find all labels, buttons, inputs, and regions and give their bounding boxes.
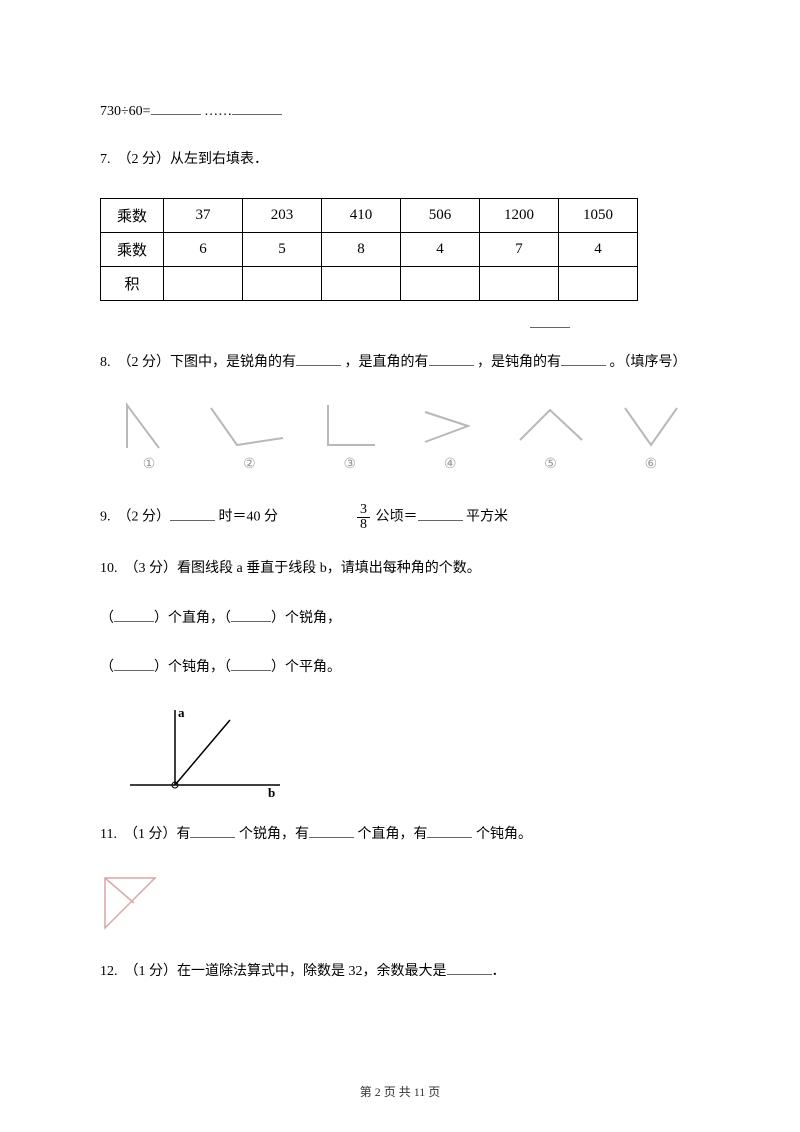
angle-1: ① [104,400,194,473]
q9-blank1[interactable] [170,506,215,521]
txt: ）个锐角， [271,611,341,626]
cell-blank[interactable] [480,266,559,300]
cell-blank[interactable] [243,266,322,300]
angles-row: ① ② ③ ④ ⑤ ⑥ [100,400,700,473]
q9-a2: 时＝40 分 [219,510,279,525]
cell-blank[interactable] [164,266,243,300]
triangle-diagram [100,873,700,938]
angle-label: ② [204,456,294,473]
cell: 506 [401,198,480,232]
txt: ）个钝角，（ [154,660,231,675]
cell-row1-label: 乘数 [101,198,164,232]
q11-blank3[interactable] [427,823,472,838]
q8-line: 8. （2 分）下图中，是锐角的有 ，是直角的有 ，是钝角的有 。（填序号） [100,351,700,374]
perp-diagram: a b [120,705,700,805]
q8-t3: ，是钝角的有 [477,355,561,370]
q9-b1: 公顷＝ [376,510,418,525]
cell: 410 [322,198,401,232]
txt: 个锐角，有 [239,827,309,842]
q10-blank1[interactable] [114,607,154,622]
cell: 4 [401,232,480,266]
cell-blank[interactable] [322,266,401,300]
q8-t4: 。（填序号） [610,355,687,370]
cell: 37 [164,198,243,232]
angle-label: ⑤ [506,456,596,473]
q11-line: 11. （1 分）有 个锐角，有 个直角，有 个钝角。 [100,823,700,846]
cell: 1200 [480,198,559,232]
q7-table: 乘数 37 203 410 506 1200 1050 乘数 6 5 8 4 7… [100,198,638,301]
angle-label: ⑥ [606,456,696,473]
q8-blank3[interactable] [561,351,606,366]
q9-a1: 9. （2 分） [100,510,170,525]
angle-4: ④ [405,400,495,473]
q10-line1: （ ）个直角，（ ）个锐角， [100,607,700,630]
angle-3: ③ [305,400,395,473]
txt: （ [100,660,114,675]
angle-5: ⑤ [506,400,596,473]
txt: ）个直角，（ [154,611,231,626]
q10-blank4[interactable] [231,656,271,671]
q12-blank[interactable] [447,960,492,975]
table-row: 积 [101,266,638,300]
angle-label: ③ [305,456,395,473]
table-row: 乘数 37 203 410 506 1200 1050 [101,198,638,232]
cell-row2-label: 乘数 [101,232,164,266]
angle-label: ① [104,456,194,473]
angle-label: ④ [405,456,495,473]
q12-line: 12. （1 分）在一道除法算式中，除数是 32，余数最大是 ． [100,960,700,983]
q11-blank2[interactable] [309,823,354,838]
q10-blank3[interactable] [114,656,154,671]
txt: 个钝角。 [476,827,532,842]
cell: 1050 [559,198,638,232]
q8-blank1[interactable] [296,351,341,366]
cell: 6 [164,232,243,266]
q9-b2: 平方米 [466,510,508,525]
cell: 4 [559,232,638,266]
label-a: a [178,705,185,720]
txt: 个直角，有 [357,827,427,842]
fraction-icon: 38 [357,503,370,532]
cell-row3-label: 积 [101,266,164,300]
q10-line2: （ ）个钝角，（ ）个平角。 [100,656,700,679]
table-row: 乘数 6 5 8 4 7 4 [101,232,638,266]
q6-expr: 730÷60= [100,104,151,119]
txt: 11. （1 分）有 [100,827,190,842]
txt: 12. （1 分）在一道除法算式中，除数是 32，余数最大是 [100,964,447,979]
cell-blank[interactable] [401,266,480,300]
q7-prompt: 7. （2 分）从左到右填表． [100,149,700,171]
q8-t1: 8. （2 分）下图中，是锐角的有 [100,355,296,370]
angle-6: ⑥ [606,400,696,473]
q10-prompt: 10. （3 分）看图线段 a 垂直于线段 b，请填出每种角的个数。 [100,558,700,580]
txt: ． [492,964,506,979]
page-footer: 第 2 页 共 11 页 [0,1083,800,1100]
q10-blank2[interactable] [231,607,271,622]
q11-blank1[interactable] [190,823,235,838]
angle-2: ② [204,400,294,473]
q8-t2: ，是直角的有 [345,355,429,370]
cell-blank[interactable] [559,266,638,300]
q6-dots: …… [204,104,232,119]
page-content: 730÷60= …… 7. （2 分）从左到右填表． 乘数 37 203 410… [0,0,800,1049]
q9-blank2[interactable] [418,506,463,521]
q6-line: 730÷60= …… [100,100,700,123]
cell: 7 [480,232,559,266]
q9-line: 9. （2 分） 时＝40 分 38 公顷＝ 平方米 [100,503,700,532]
cell: 5 [243,232,322,266]
stray-underline [100,315,700,333]
label-b: b [268,785,275,800]
cell: 8 [322,232,401,266]
q6-blank1[interactable] [151,100,201,115]
q8-blank2[interactable] [429,351,474,366]
txt: （ [100,611,114,626]
cell: 203 [243,198,322,232]
txt: ）个平角。 [271,660,341,675]
q6-blank2[interactable] [232,100,282,115]
